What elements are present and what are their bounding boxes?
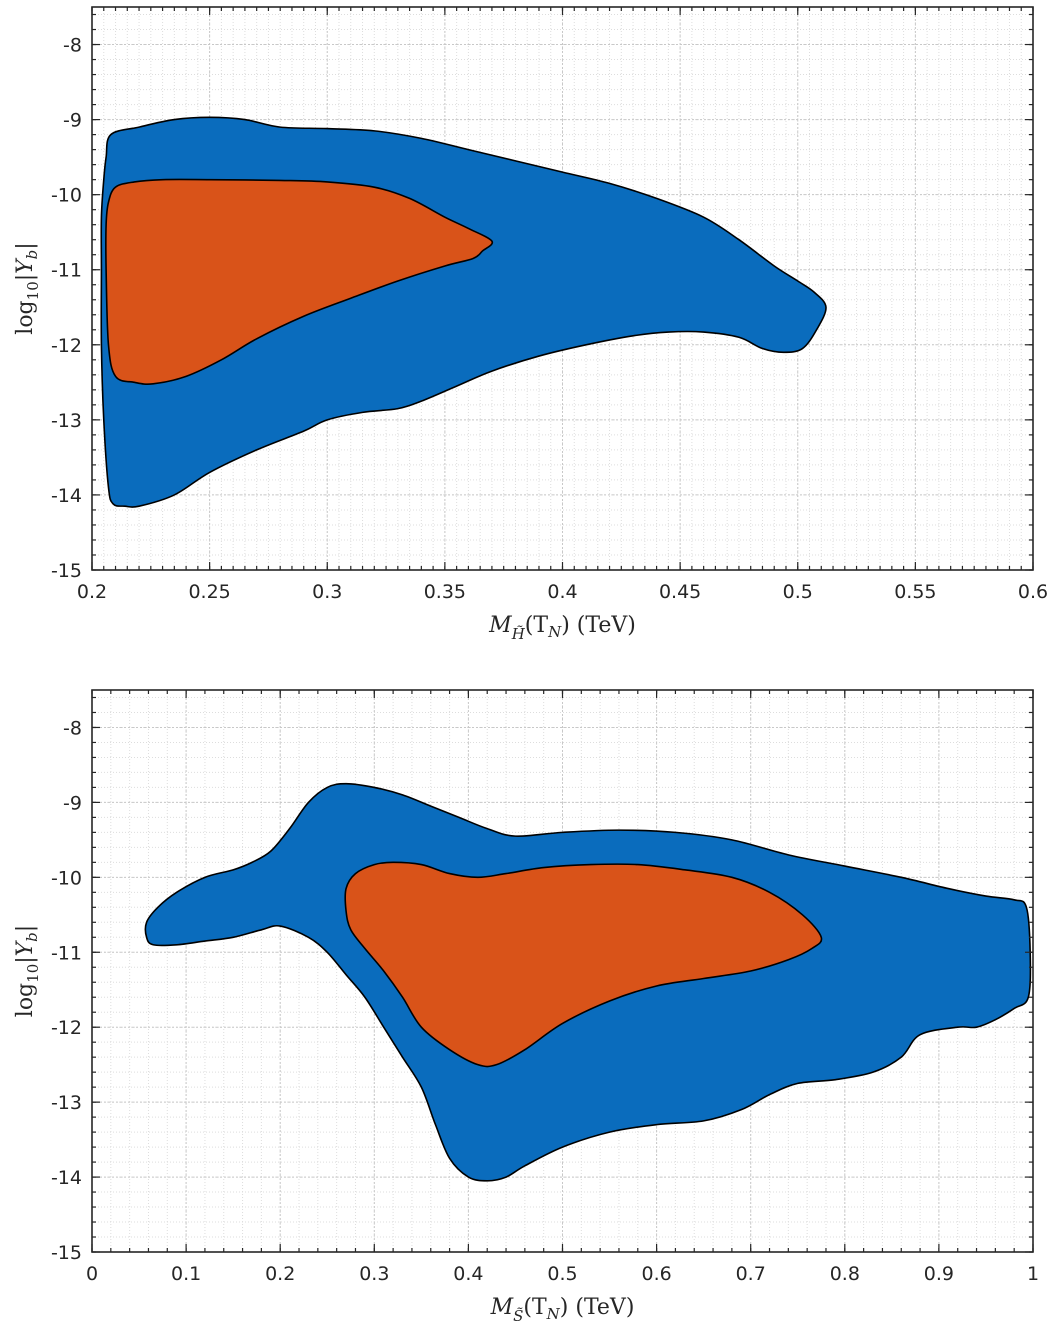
y-label-subscript: 10 [24,281,42,300]
x-label-unit: ) (TeV) [560,1295,635,1320]
x-tick-label: 0.35 [424,581,466,603]
x-tick-label: 0.45 [659,581,701,603]
x-label-paren: (T [525,613,549,638]
bottom-plot-panel: 0 0.1 0.2 0.3 0.4 0.5 0.6 0.7 0.8 0.9 1 -15 -14 -13 -1… [13,689,1039,1324]
y-tick-label: -13 [51,1092,82,1114]
y-label-bar: | [13,242,38,249]
y-tick-label: -10 [51,185,82,207]
y-tick-label: -9 [63,110,82,132]
x-tick-label: 0.1 [171,1263,201,1285]
y-tick-label: -14 [51,1167,82,1189]
y-label-subscript-b: b [23,250,41,260]
x-axis-label: MH̃(TN) (TeV) [488,613,636,643]
y-tick-label: -13 [51,410,82,432]
x-tick-label: 0.5 [783,581,813,603]
y-tick-label: -11 [51,260,82,282]
x-tick-label: 0.7 [736,1263,766,1285]
y-label-log: log [13,300,38,334]
x-label-paren: (T [523,1295,547,1320]
x-axis-label: MS̃(TN) (TeV) [490,1295,635,1324]
y-tick-label: -11 [51,942,82,964]
x-label-subscript: H̃ [511,625,526,643]
y-axis-label: log10|Yb| [13,242,42,334]
y-tick-label: -15 [51,560,82,582]
x-tick-label: 0.2 [265,1263,295,1285]
y-label-subscript-b: b [23,932,41,942]
x-tick-label: 0.5 [547,1263,577,1285]
x-tick-label: 0.3 [359,1263,389,1285]
y-tick-label: -12 [51,335,82,357]
x-label-unit: ) (TeV) [561,613,636,638]
y-tick-label: -14 [51,485,82,507]
x-label-subscript: S̃ [513,1307,523,1324]
y-tick-label: -15 [51,1242,82,1264]
x-label-mass: M [488,613,512,638]
y-axis-label: log10|Yb| [13,925,42,1017]
x-tick-label: 0.55 [894,581,936,603]
y-label-yb: |Y [13,939,38,963]
x-label-mass: M [490,1295,514,1320]
y-tick-label: -8 [63,35,82,57]
y-tick-label: -10 [51,867,82,889]
inner-region-orange [344,861,823,1068]
x-tick-label: 0.2 [77,581,107,603]
x-tick-label: 0.6 [641,1263,671,1285]
inner-region-orange [105,178,494,385]
x-tick-label: 0.4 [453,1263,483,1285]
y-tick-label: -12 [51,1017,82,1039]
x-label-subscript-n: N [546,1305,561,1323]
x-label-subscript-n: N [547,623,562,641]
x-tick-label: 0 [86,1263,98,1285]
y-tick-label: -9 [63,792,82,814]
y-label-yb: |Y [13,257,38,281]
x-tick-label: 0.3 [312,581,342,603]
x-tick-label: 0.25 [188,581,230,603]
y-label-bar: | [13,925,38,932]
y-tick-label: -8 [63,717,82,739]
x-tick-label: 0.4 [547,581,577,603]
x-tick-label: 0.8 [830,1263,860,1285]
y-label-log: log [13,983,38,1017]
top-plot-panel: 0.2 0.25 0.3 0.35 0.4 0.45 0.5 0.55 0.6 -15 -14 -13… [13,6,1048,643]
y-label-subscript: 10 [24,964,42,983]
x-tick-label: 0.9 [924,1263,954,1285]
x-tick-label: 1 [1027,1263,1039,1285]
x-tick-label: 0.6 [1018,581,1048,603]
